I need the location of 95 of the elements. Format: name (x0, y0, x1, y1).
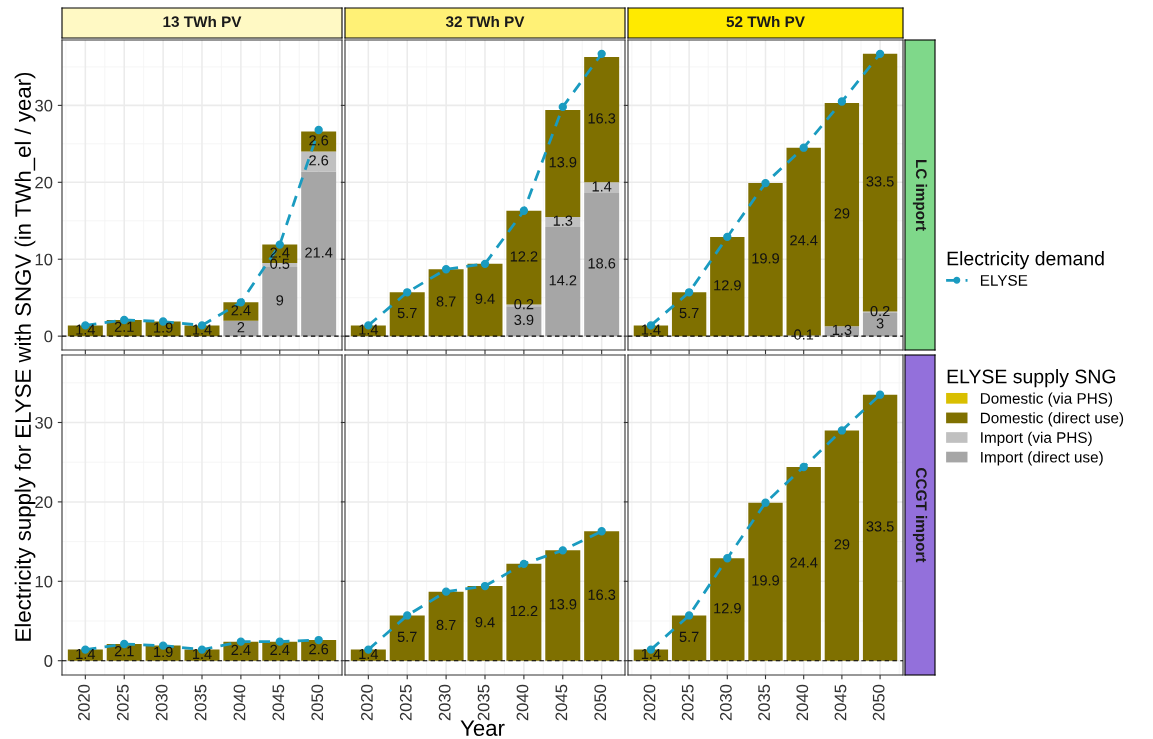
data-label: 33.5 (866, 176, 894, 187)
legend-title: ELYSE supply SNG (947, 369, 1116, 388)
x-tick-label: 2025 (399, 684, 412, 721)
y-tick-label: 20 (35, 176, 53, 189)
x-tick-label: 2045 (272, 684, 285, 721)
data-label: 1.4 (192, 648, 212, 659)
data-label: 2.4 (270, 644, 290, 655)
x-tick-label: 2045 (834, 684, 847, 721)
x-tick-label: 2050 (311, 684, 324, 721)
data-label: 24.4 (790, 557, 818, 568)
data-label: 5.7 (397, 631, 417, 642)
data-label: 3.9 (514, 314, 534, 326)
x-tick-label: 2040 (796, 684, 809, 721)
legend-title: Electricity demand (947, 251, 1104, 270)
y-tick-label: 0 (44, 330, 53, 343)
x-tick-label: 2020 (361, 684, 373, 721)
data-label: 2.6 (309, 643, 329, 655)
x-tick-label: 2045 (555, 684, 568, 721)
data-label: 29 (834, 208, 850, 219)
chart-title: 32 TWh PV (445, 15, 525, 28)
data-label: 24.4 (790, 235, 818, 246)
data-label: 5.7 (679, 631, 699, 642)
y2-axis-title: CCGT import (912, 468, 928, 563)
legend-label: Import (direct use) (981, 451, 1103, 466)
y-tick-label: 30 (35, 99, 53, 112)
data-label: 3 (876, 318, 884, 329)
data-label: 1.4 (76, 324, 96, 335)
data-label: 5.7 (397, 307, 417, 319)
y-tick-label: 20 (35, 496, 53, 509)
data-label: 33.5 (866, 521, 894, 532)
data-label: 1.4 (76, 648, 96, 659)
data-label: 8.7 (436, 619, 456, 631)
chart-title: 13 TWh PV (163, 15, 242, 28)
x-tick-label: 2050 (594, 684, 607, 721)
data-label: 14.2 (549, 275, 577, 286)
data-label: 1.9 (154, 646, 173, 658)
data-label: 18.6 (588, 258, 616, 269)
y-axis-title: Electricity supply for ELYSE with SNGV (in TWh_el / year) (14, 72, 36, 641)
data-label: 2.1 (114, 321, 134, 332)
x-axis-title: Year (460, 720, 505, 736)
y-tick-label: 30 (35, 416, 53, 429)
x-tick-label: 2025 (681, 684, 694, 721)
x-tick-label: 2020 (78, 684, 90, 721)
data-label: 8.7 (436, 296, 456, 307)
data-label: 16.3 (588, 589, 616, 600)
data-label: 2.4 (231, 305, 251, 316)
x-tick-label: 2020 (643, 684, 656, 721)
data-label: 29 (834, 539, 850, 550)
data-label: 16.3 (588, 113, 616, 124)
data-label: 5.7 (679, 307, 699, 319)
y2-axis-title: LC import (912, 159, 928, 231)
x-tick-label: 2050 (872, 684, 885, 721)
x-tick-label: 2040 (516, 684, 529, 721)
data-label: 2.1 (114, 645, 134, 657)
data-label: 1.4 (641, 324, 661, 335)
x-tick-label: 2035 (194, 684, 207, 721)
data-label: 2.6 (309, 155, 329, 166)
chart-title: 52 TWh PV (726, 15, 805, 28)
y-tick-label: 10 (35, 575, 53, 588)
data-label: 21.4 (305, 247, 333, 258)
y-tick-label: 0 (44, 655, 53, 667)
x-tick-label: 2030 (719, 684, 732, 721)
x-tick-label: 2040 (233, 684, 246, 721)
legend-label: ELYSE (980, 274, 1028, 286)
x-tick-label: 2030 (155, 684, 168, 721)
data-label: 13.9 (549, 599, 577, 610)
data-label: 19.9 (752, 575, 779, 586)
data-label: 9 (276, 295, 284, 306)
data-label: 2.4 (231, 644, 251, 655)
data-label: 2.6 (309, 135, 329, 146)
data-label: 1.4 (641, 648, 661, 659)
x-tick-label: 2030 (438, 684, 451, 721)
data-label: 12.9 (714, 280, 741, 291)
data-label: 9.4 (475, 616, 495, 628)
x-tick-label: 2035 (477, 684, 490, 721)
data-label: 9.4 (475, 293, 495, 304)
data-label: 1.9 (154, 322, 173, 333)
data-label: 13.9 (549, 157, 577, 168)
legend-label: Domestic (via PHS) (980, 392, 1113, 407)
data-label: 1.4 (359, 324, 379, 335)
data-label: 1.4 (359, 648, 379, 659)
data-label: 12.9 (714, 603, 741, 614)
data-label: 1.3 (553, 215, 573, 226)
data-label: 12.2 (510, 605, 538, 617)
x-tick-label: 2025 (116, 684, 129, 721)
data-label: 1.4 (592, 181, 612, 192)
y-tick-label: 10 (35, 253, 53, 266)
data-label: 19.9 (752, 253, 779, 264)
legend-label: Domestic (direct use) (980, 412, 1124, 427)
data-label: 2 (237, 322, 245, 333)
data-label: 1.3 (832, 324, 852, 336)
legend-label: Import (via PHS) (981, 431, 1092, 446)
data-label: 1.4 (192, 324, 212, 335)
data-label: 12.2 (510, 251, 538, 262)
x-tick-label: 2035 (758, 684, 770, 721)
